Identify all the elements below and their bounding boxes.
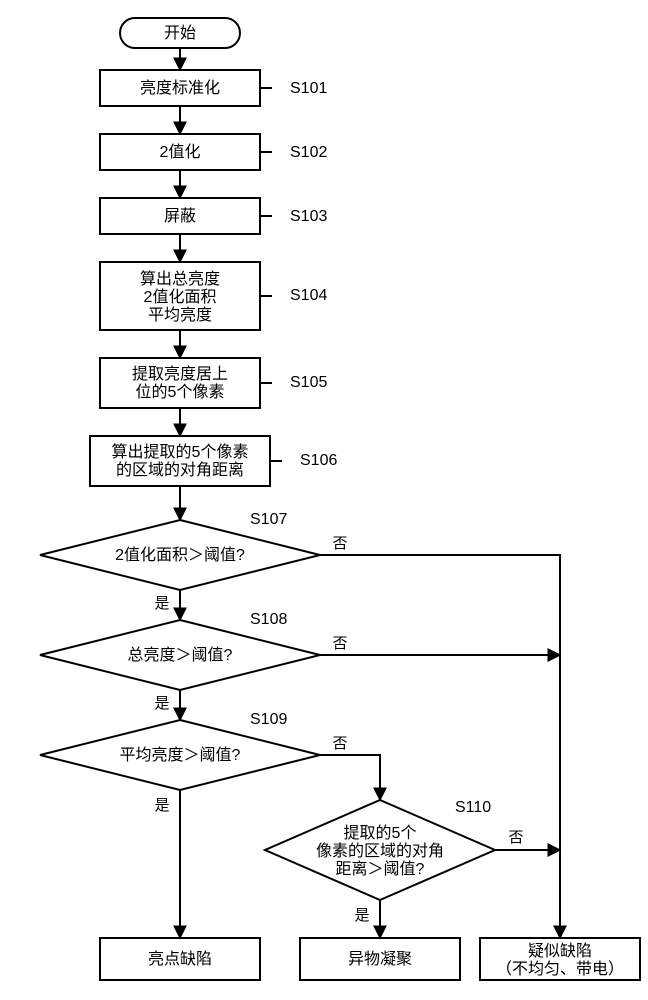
step-s105-l1: 提取亮度居上	[132, 365, 228, 383]
decision-s110-l1: 提取的5个	[344, 824, 417, 842]
decision-s108-label: 总亮度＞阈值?	[128, 646, 233, 664]
decision-s107-label: 2值化面积＞阈值?	[115, 546, 245, 564]
decision-s110-l2: 像素的区域的对角	[316, 842, 444, 860]
yes-s107: 是	[154, 595, 169, 612]
step-s101-label: 亮度标准化	[140, 79, 220, 97]
yes-s108: 是	[154, 695, 169, 712]
step-s105-id: S105	[290, 374, 327, 391]
step-s101-id: S101	[290, 80, 327, 97]
decision-s109-id: S109	[250, 711, 287, 728]
yes-s110: 是	[354, 907, 369, 924]
step-s104-l2: 2值化面积	[144, 288, 217, 306]
step-s103-id: S103	[290, 208, 327, 225]
decision-s108-id: S108	[250, 611, 287, 628]
no-s109: 否	[332, 735, 347, 752]
start-label: 开始	[164, 24, 196, 42]
result-suspected-l1: 疑似缺陷	[528, 942, 592, 960]
decision-s109-label: 平均亮度＞阈值?	[120, 746, 241, 764]
step-s106-l1: 算出提取的5个像素	[112, 442, 249, 461]
step-s106-l2: 的区域的对角距离	[116, 461, 244, 479]
no-s107: 否	[332, 535, 347, 552]
step-s104-id: S104	[290, 287, 327, 304]
step-s105-l2: 位的5个像素	[136, 383, 225, 401]
decision-s110-l3: 距离＞阈值?	[336, 860, 425, 878]
no-s108: 否	[332, 635, 347, 652]
result-suspected-l2: （不均匀、带电）	[496, 960, 624, 978]
arrow-s109-no	[320, 755, 380, 800]
step-s104-l1: 算出总亮度	[140, 269, 220, 288]
step-s106-id: S106	[300, 452, 337, 469]
result-bright-spot-label: 亮点缺陷	[148, 950, 212, 968]
step-s102-label: 2值化	[160, 143, 201, 161]
step-s103-label: 屏蔽	[164, 207, 196, 225]
yes-s109: 是	[154, 797, 169, 814]
result-foreign-aggregation-label: 异物凝聚	[348, 950, 412, 968]
decision-s107-id: S107	[250, 511, 287, 528]
step-s102-id: S102	[290, 144, 327, 161]
no-s110: 否	[508, 829, 523, 846]
decision-s110-id: S110	[455, 799, 491, 816]
step-s104-l3: 平均亮度	[148, 306, 212, 324]
